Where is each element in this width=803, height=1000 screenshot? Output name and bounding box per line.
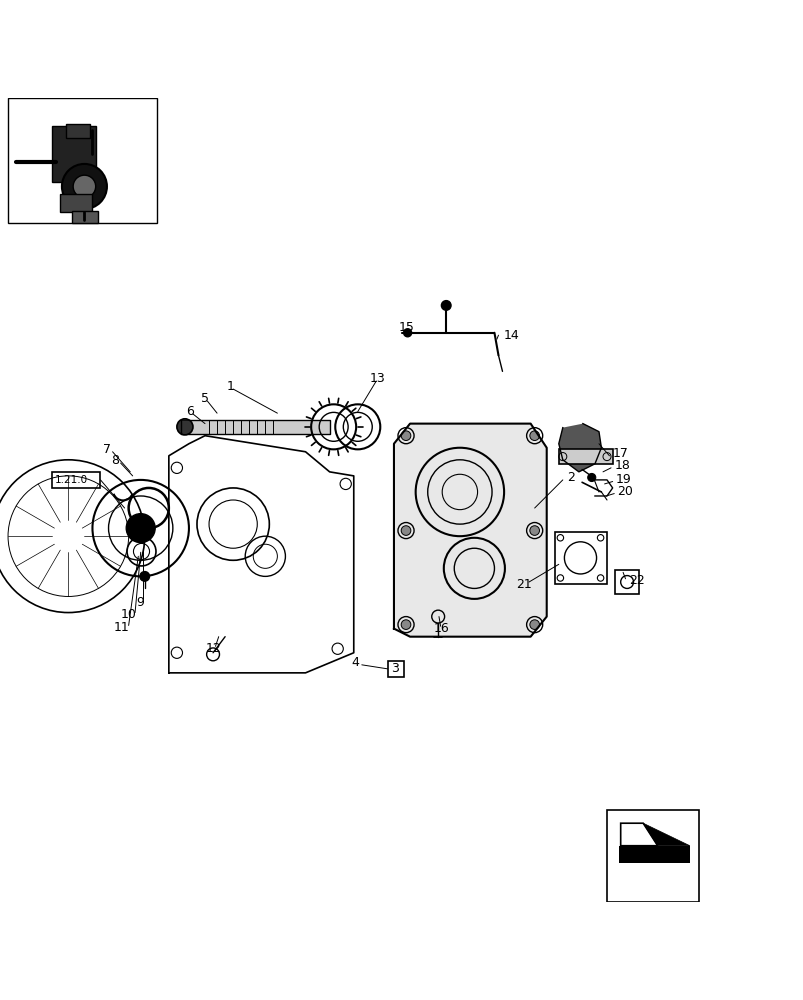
Polygon shape [620,823,657,846]
Bar [66,124,90,138]
Circle shape [401,620,410,629]
Bar [60,194,92,212]
Text: 12: 12 [206,642,222,655]
Text: 1: 1 [226,380,234,393]
Bar [554,532,606,584]
Polygon shape [393,424,546,637]
Text: 15: 15 [398,321,414,334]
Bar [614,570,638,594]
Bar [618,846,689,863]
Circle shape [401,526,410,535]
Circle shape [401,431,410,441]
Circle shape [529,620,539,629]
Bar [181,420,329,434]
Bar [72,211,98,223]
Bar [387,661,403,677]
Circle shape [587,473,595,482]
Bar [558,449,613,464]
Text: 17: 17 [612,447,628,460]
Text: 6: 6 [186,405,194,418]
Text: 13: 13 [369,372,385,385]
Text: 20: 20 [617,485,633,498]
Polygon shape [642,823,689,846]
Text: 7: 7 [103,443,111,456]
Circle shape [140,572,149,581]
Text: 10: 10 [120,608,137,621]
Text: 2: 2 [566,471,574,484]
Bar [52,126,96,182]
Bar [606,810,699,902]
Text: 19: 19 [615,473,631,486]
Bar [8,98,157,223]
Text: 4: 4 [351,656,359,669]
Text: 8: 8 [111,454,119,467]
Text: 3: 3 [390,662,398,675]
Circle shape [73,175,96,198]
Circle shape [441,301,450,310]
Text: 5: 5 [201,392,209,405]
Circle shape [62,164,107,209]
Circle shape [529,526,539,535]
Circle shape [126,514,155,543]
Text: 9: 9 [137,596,145,609]
Circle shape [529,431,539,441]
Polygon shape [558,424,601,472]
Text: 16: 16 [434,622,450,635]
Bar [52,472,100,488]
Circle shape [177,419,193,435]
Text: 1.21.0: 1.21.0 [55,475,88,485]
Text: 22: 22 [628,574,644,587]
Circle shape [403,329,411,337]
Text: 11: 11 [114,621,130,634]
Text: 14: 14 [503,329,519,342]
Text: 18: 18 [613,459,630,472]
Text: 21: 21 [516,578,532,591]
